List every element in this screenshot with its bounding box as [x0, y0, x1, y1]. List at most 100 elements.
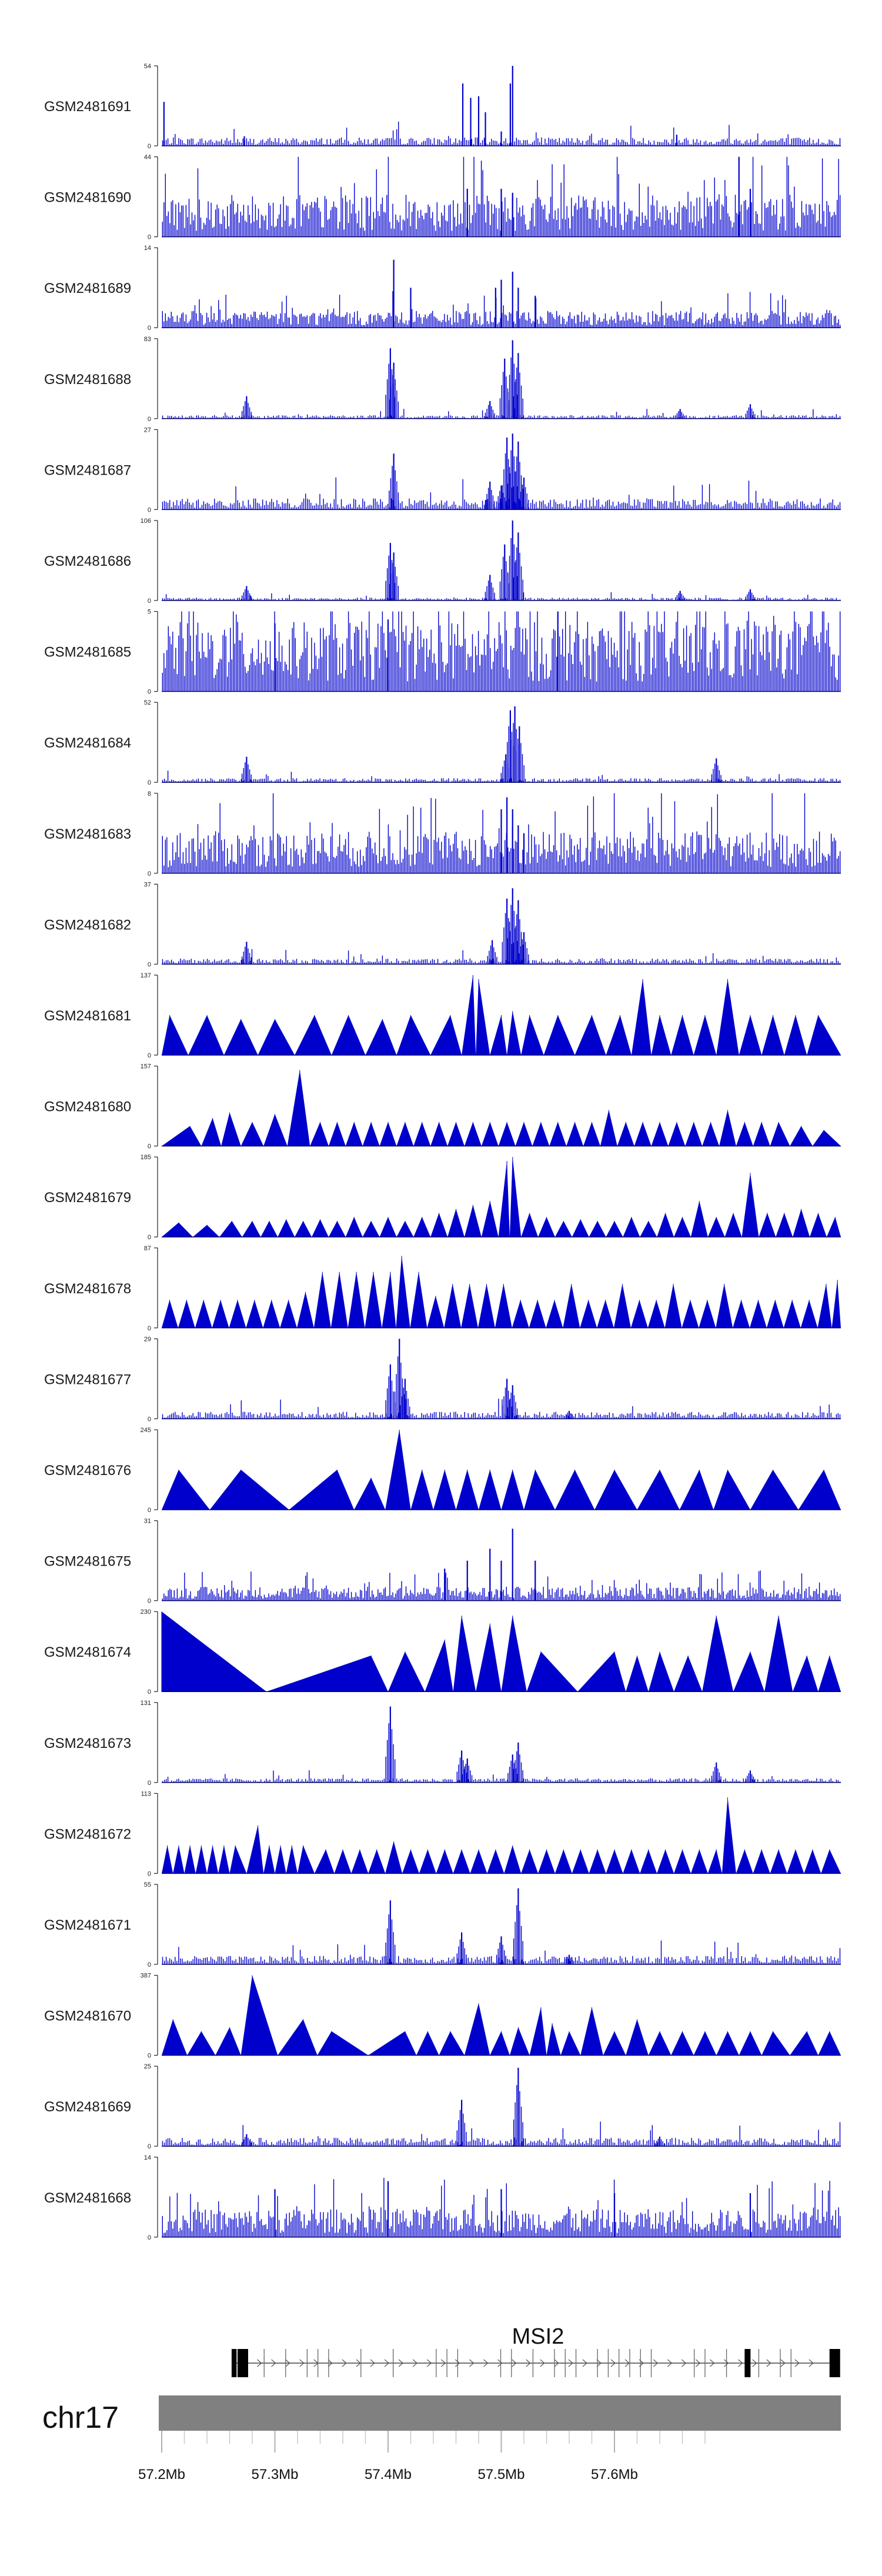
y-axis: 137 0 [141, 972, 158, 1059]
y-axis: 37 0 [144, 881, 158, 968]
y-max-label: 52 [144, 699, 151, 706]
strand-arrow [582, 2359, 587, 2367]
track-GSM2481674: GSM2481674 230 0 [44, 1609, 841, 1696]
strand-arrow [426, 2359, 432, 2367]
strand-arrow [610, 2359, 616, 2367]
track-label: GSM2481683 [44, 826, 131, 842]
track-GSM2481675: GSM2481675 31 0 [44, 1518, 841, 1605]
y-axis: 87 0 [144, 1245, 158, 1332]
y-min-label: 0 [148, 961, 151, 968]
y-min-label: 0 [148, 1052, 151, 1059]
track-GSM2481684: GSM2481684 52 0 [44, 699, 841, 786]
exon-block [744, 2349, 751, 2377]
strand-arrow [653, 2359, 659, 2367]
x-axis-tick-label: 57.5Mb [477, 2467, 524, 2482]
y-min-label: 0 [148, 2053, 151, 2060]
signal-area [162, 1157, 841, 1237]
chromosome-ideogram: chr17 57.2Mb 57.3Mb 57.4Mb 57.5Mb 57.6Mb [42, 2395, 841, 2482]
background-signal [162, 408, 841, 419]
y-axis: 83 0 [144, 336, 158, 423]
y-max-label: 27 [144, 426, 151, 433]
genomic-x-axis: 57.2Mb 57.3Mb 57.4Mb 57.5Mb 57.6Mb [138, 2431, 706, 2482]
y-max-label: 185 [141, 1154, 151, 1161]
track-label: GSM2481672 [44, 1826, 131, 1842]
track-GSM2481672: GSM2481672 113 0 [44, 1790, 841, 1877]
strand-arrow [483, 2359, 489, 2367]
strand-arrow [497, 2359, 503, 2367]
strand-arrow [384, 2359, 389, 2367]
strand-arrow [469, 2359, 475, 2367]
track-GSM2481671: GSM2481671 55 0 [44, 1881, 841, 1968]
y-max-label: 55 [144, 1881, 151, 1888]
x-axis-tick-label: 57.6Mb [591, 2467, 638, 2482]
y-axis: 14 0 [144, 2154, 158, 2241]
exon-block [237, 2349, 248, 2377]
strand-arrow [540, 2359, 545, 2367]
y-min-label: 0 [148, 1870, 151, 1877]
track-label: GSM2481682 [44, 917, 131, 933]
track-label: GSM2481688 [44, 372, 131, 388]
track-GSM2481688: GSM2481688 83 0 [44, 336, 841, 423]
y-max-label: 245 [141, 1427, 151, 1434]
strand-arrow [398, 2359, 404, 2367]
track-label: GSM2481671 [44, 1917, 131, 1933]
x-axis-tick-label: 57.3Mb [251, 2467, 298, 2482]
strand-arrow [568, 2359, 573, 2367]
track-GSM2481690: GSM2481690 44 0 [44, 154, 841, 241]
y-max-label: 87 [144, 1245, 151, 1252]
y-min-label: 0 [148, 1507, 151, 1514]
y-axis: 55 0 [144, 1881, 158, 1968]
y-axis: 27 0 [144, 426, 158, 513]
signal-area [162, 1430, 841, 1510]
y-axis: 54 0 [144, 63, 158, 150]
strand-arrow [696, 2359, 701, 2367]
y-min-label: 0 [148, 689, 151, 696]
track-GSM2481691: GSM2481691 54 0 [44, 63, 841, 150]
strand-arrow [328, 2359, 333, 2367]
strand-arrow [808, 2359, 814, 2367]
track-label: GSM2481681 [44, 1008, 131, 1024]
y-min-label: 0 [148, 779, 151, 786]
background-signal [162, 611, 841, 692]
track-label: GSM2481669 [44, 2099, 131, 2115]
y-axis: 14 0 [144, 245, 158, 332]
chromosome-band [159, 2395, 841, 2431]
y-axis: 25 0 [144, 2063, 158, 2150]
exon-block [829, 2349, 840, 2377]
y-min-label: 0 [148, 2234, 151, 2241]
strand-arrow [285, 2359, 290, 2367]
track-GSM2481687: GSM2481687 27 0 [44, 426, 841, 513]
track-GSM2481681: GSM2481681 137 0 [44, 972, 841, 1059]
strand-arrow [724, 2359, 729, 2367]
y-axis: 52 0 [144, 699, 158, 786]
y-max-label: 106 [141, 518, 151, 525]
y-max-label: 44 [144, 154, 151, 161]
track-label: GSM2481687 [44, 462, 131, 478]
strand-arrow [299, 2359, 305, 2367]
track-label: GSM2481676 [44, 1463, 131, 1479]
y-max-label: 387 [141, 1973, 151, 1980]
track-GSM2481686: GSM2481686 106 0 [44, 518, 841, 605]
coverage-tracks: GSM2481691540GSM2481690440GSM2481689140G… [44, 63, 841, 2241]
track-GSM2481689: GSM2481689 14 0 [44, 245, 841, 332]
background-signal [162, 793, 841, 873]
y-min-label: 0 [148, 598, 151, 605]
strand-arrow [455, 2359, 460, 2367]
y-min-label: 0 [148, 1780, 151, 1787]
track-GSM2481673: GSM2481673 131 0 [44, 1700, 841, 1787]
strand-arrow [710, 2359, 715, 2367]
exon-block [232, 2349, 237, 2377]
gene-model: MSI2 [231, 2324, 840, 2377]
y-max-label: 31 [144, 1518, 151, 1525]
y-max-label: 230 [141, 1609, 151, 1616]
strand-arrow [780, 2359, 786, 2367]
signal-area [162, 1256, 841, 1328]
y-min-label: 0 [148, 1961, 151, 1968]
y-max-label: 14 [144, 245, 151, 252]
signal-area [162, 1611, 841, 1692]
y-axis: 387 0 [141, 1973, 158, 2060]
signal-area [162, 1797, 841, 1874]
track-GSM2481668: GSM2481668 14 0 [44, 2154, 841, 2241]
track-GSM2481678: GSM2481678 87 0 [44, 1245, 841, 1332]
